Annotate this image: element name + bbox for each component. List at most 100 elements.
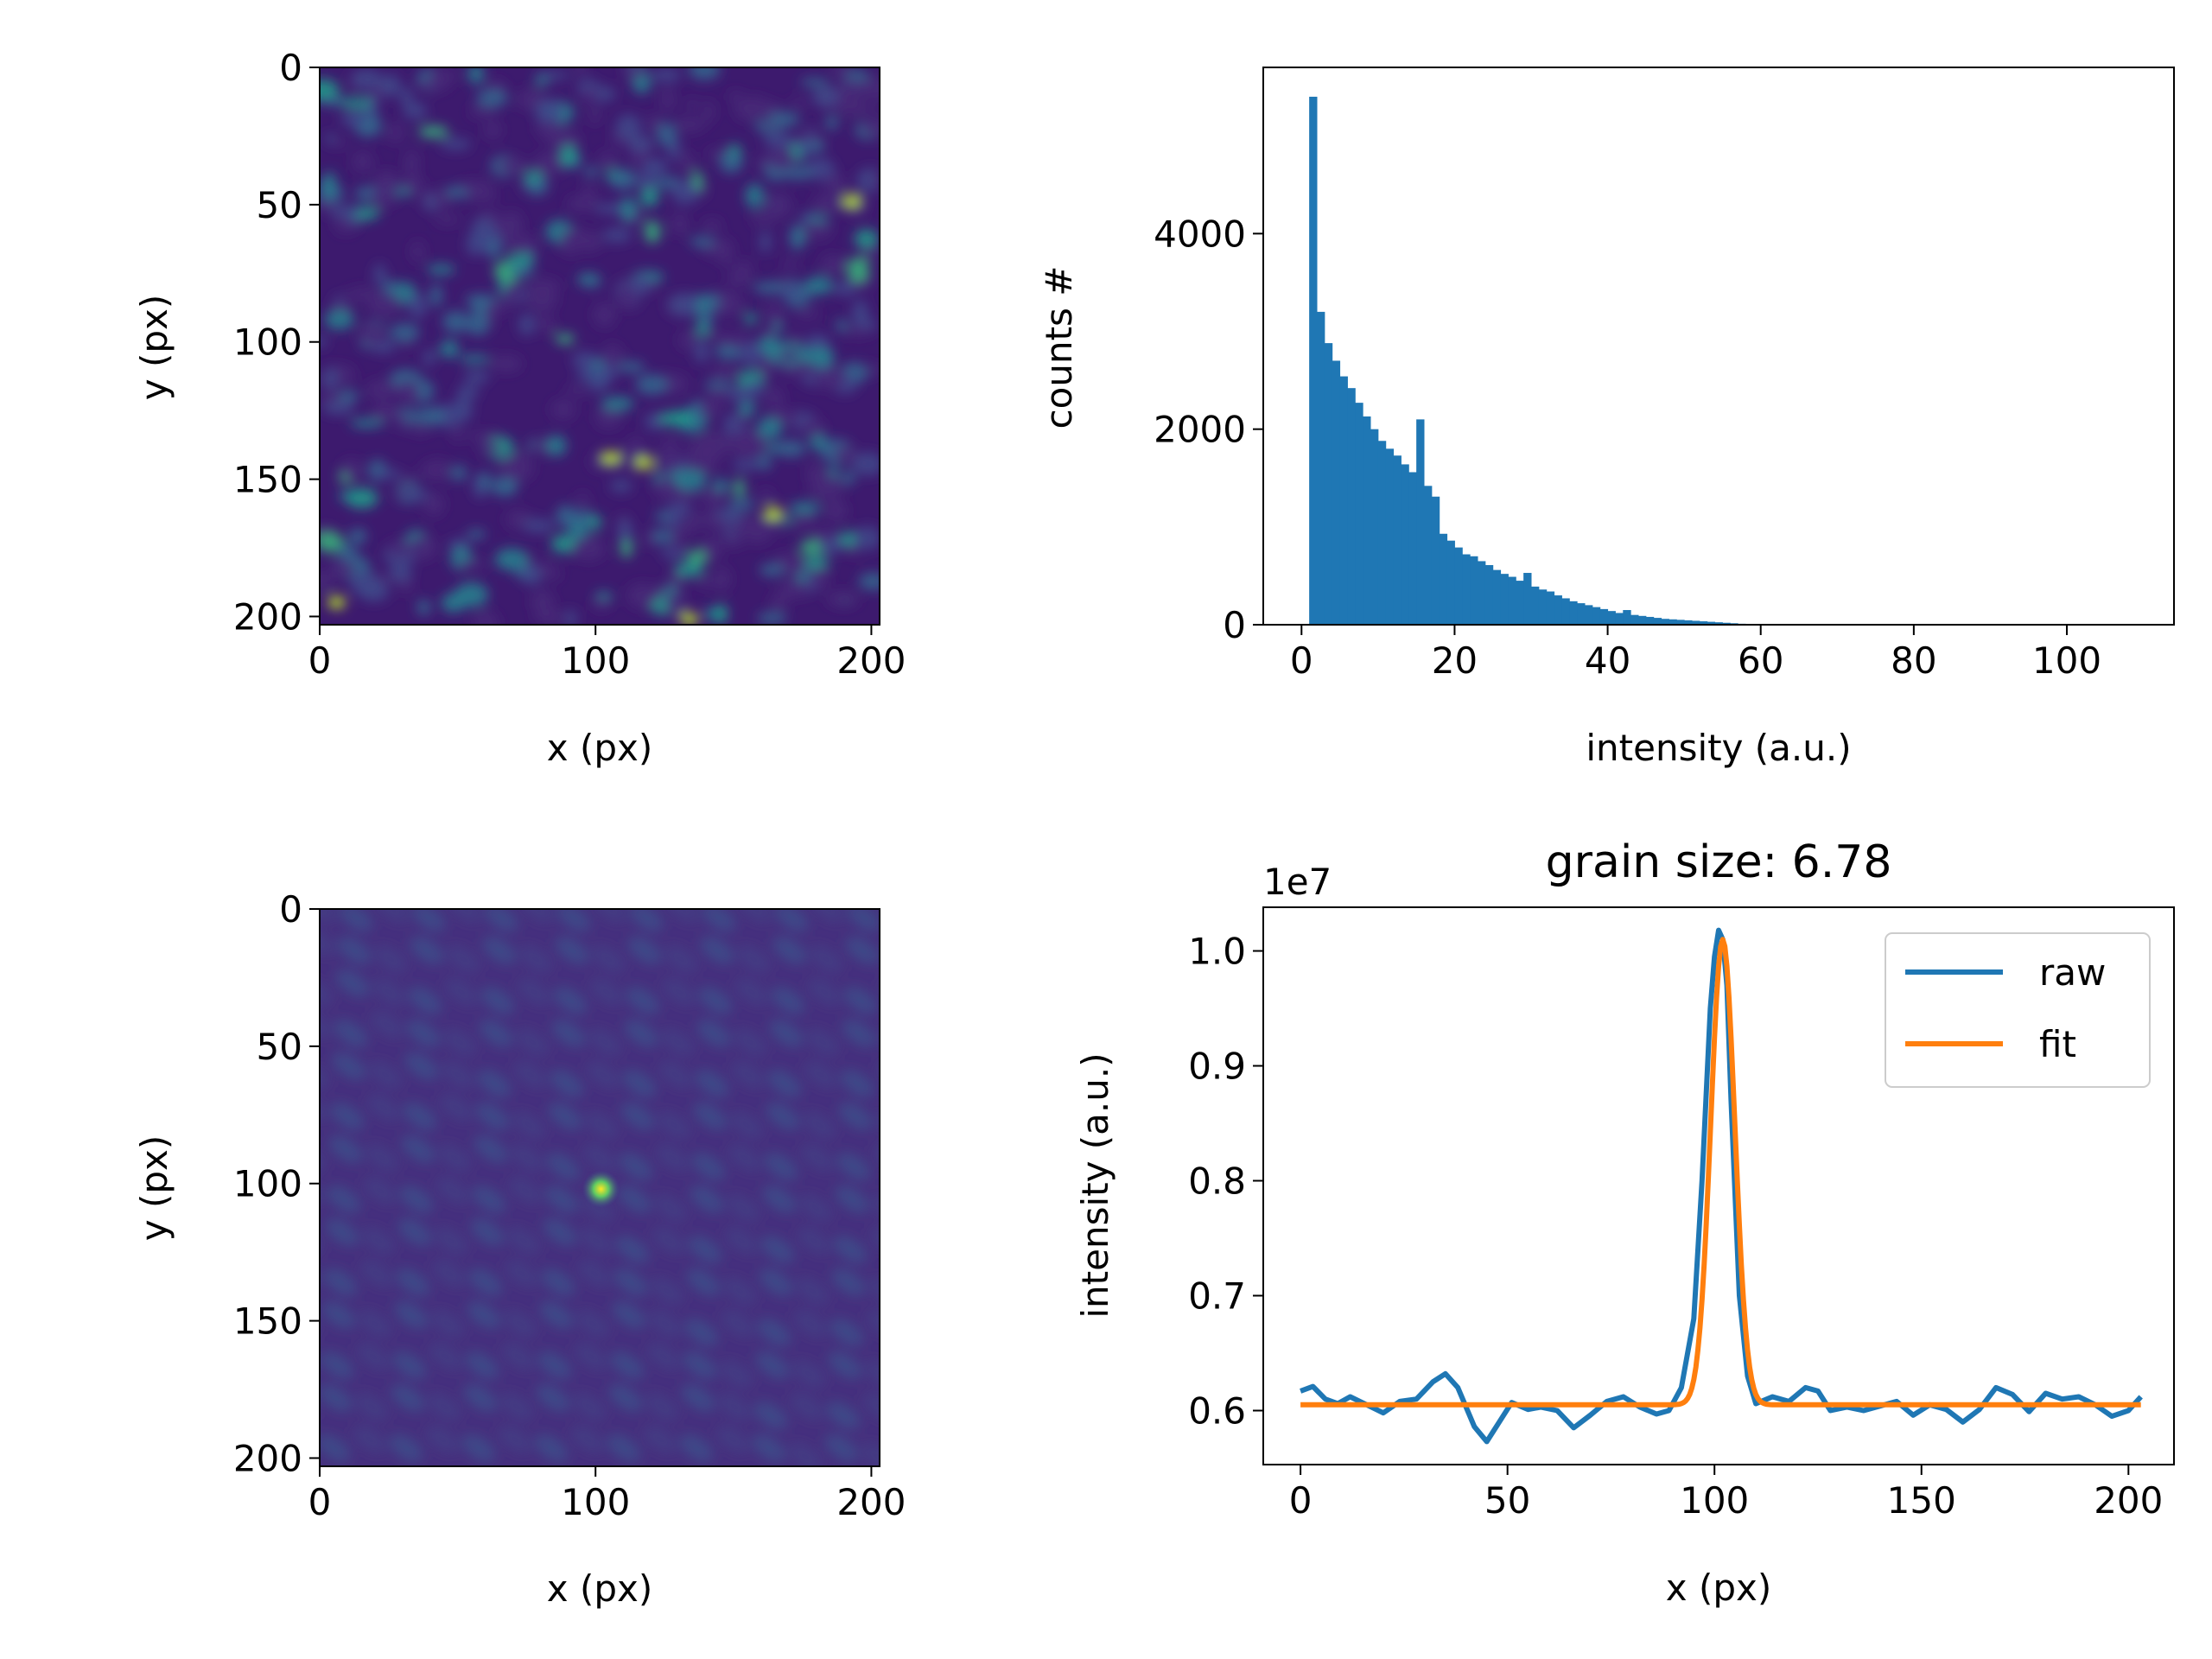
speckle — [782, 259, 798, 270]
texture-blob — [320, 1434, 351, 1462]
histogram-bar — [1516, 581, 1524, 625]
texture-blob — [660, 1028, 695, 1056]
autocorrelation-y-ticks: 0 50 100 150 200 — [233, 888, 320, 1479]
texture-blob — [665, 909, 700, 923]
texture-blob — [327, 1185, 361, 1213]
speckle — [741, 96, 767, 111]
histogram-bar — [1722, 622, 1731, 625]
speckle — [416, 599, 431, 616]
speckle — [566, 195, 600, 212]
texture-blob — [893, 1429, 936, 1468]
texture-blob — [646, 1343, 681, 1370]
speckle — [644, 531, 655, 547]
texture-blob — [772, 937, 807, 964]
texture-blob — [435, 1177, 470, 1205]
profile-y-tick-label: 0.6 — [1188, 1389, 1246, 1432]
speckle — [617, 518, 633, 543]
texture-blob — [807, 978, 842, 1006]
texture-blob — [1548, 1396, 1591, 1435]
autocorrelation-peak — [582, 1170, 620, 1209]
speckle — [823, 175, 848, 194]
speckle — [763, 133, 795, 149]
speckle — [423, 348, 435, 367]
texture-blob — [534, 1434, 569, 1462]
texture-blob — [188, 931, 231, 970]
histogram-bar — [1599, 608, 1609, 625]
autocorrelation-y-tick-label: 50 — [257, 1026, 302, 1068]
texture-blob — [320, 978, 334, 1006]
texture-blob — [977, 1147, 1020, 1186]
texture-blob — [1302, 1189, 1345, 1228]
speckle — [800, 78, 829, 87]
autocorrelation-y-tick-label: 0 — [279, 888, 302, 931]
speckle — [765, 193, 791, 219]
speckle — [760, 563, 785, 577]
texture-blob — [1124, 1097, 1167, 1136]
texture-blob — [612, 1301, 646, 1329]
speckle — [593, 598, 610, 611]
speckle — [738, 341, 766, 365]
texture-blob — [588, 1028, 622, 1056]
texture-blob — [210, 1255, 253, 1294]
speckle — [460, 354, 490, 364]
texture-blob — [648, 1310, 683, 1338]
histogram-x-tick-label: 40 — [1585, 639, 1630, 682]
texture-blob — [320, 928, 335, 956]
speckle — [813, 527, 833, 543]
speckle — [793, 512, 816, 529]
speckle — [739, 518, 769, 530]
speckle — [568, 521, 589, 542]
texture-blob — [181, 1097, 224, 1136]
histogram-bar — [1508, 576, 1516, 625]
texture-blob — [482, 937, 517, 964]
texture-blob — [1271, 1065, 1314, 1103]
histogram-bar — [1569, 601, 1578, 625]
texture-blob — [513, 1061, 548, 1089]
speckle — [334, 214, 348, 233]
speckle — [403, 102, 428, 120]
texture-blob — [981, 1065, 1024, 1103]
speckle — [830, 67, 850, 78]
texture-blob — [645, 1393, 679, 1421]
texture-blob — [570, 1426, 605, 1453]
speckle — [386, 122, 404, 143]
speckle — [622, 67, 646, 79]
texture-blob — [503, 1310, 537, 1338]
speckle — [761, 327, 778, 338]
texture-blob — [1015, 1106, 1058, 1145]
speckle — [418, 125, 449, 138]
speckle — [575, 67, 587, 77]
texture-blob — [1306, 1106, 1349, 1145]
speckle — [734, 479, 746, 499]
texture-blob — [1368, 1355, 1411, 1394]
speckle — [789, 502, 821, 514]
texture-blob — [330, 1103, 365, 1130]
speckle — [701, 311, 714, 328]
histogram-bar — [1484, 564, 1494, 625]
speckle — [450, 465, 467, 481]
texture-blob — [824, 1434, 859, 1462]
speckle — [798, 136, 811, 158]
speckle — [779, 166, 815, 180]
speckle — [635, 374, 669, 396]
histogram-y-tick-label: 2000 — [1154, 409, 1246, 451]
texture-blob — [686, 1268, 721, 1296]
texture-blob — [1335, 1263, 1378, 1302]
texture-blob — [693, 1103, 728, 1130]
speckle — [340, 98, 373, 109]
texture-blob — [903, 1180, 946, 1219]
texture-blob — [769, 1020, 804, 1047]
texture-blob — [809, 945, 843, 973]
texture-blob — [1150, 1355, 1193, 1394]
texture-blob — [894, 1396, 938, 1435]
texture-blob — [484, 909, 518, 931]
texture-blob — [320, 1061, 330, 1089]
speckle — [550, 534, 578, 554]
texture-blob — [226, 890, 269, 929]
texture-blob — [1371, 1272, 1414, 1311]
texture-blob — [1060, 899, 1103, 938]
texture-blob — [650, 1277, 684, 1305]
histogram-bar — [1699, 621, 1708, 625]
texture-blob — [1039, 1396, 1083, 1435]
texture-blob — [627, 937, 662, 964]
